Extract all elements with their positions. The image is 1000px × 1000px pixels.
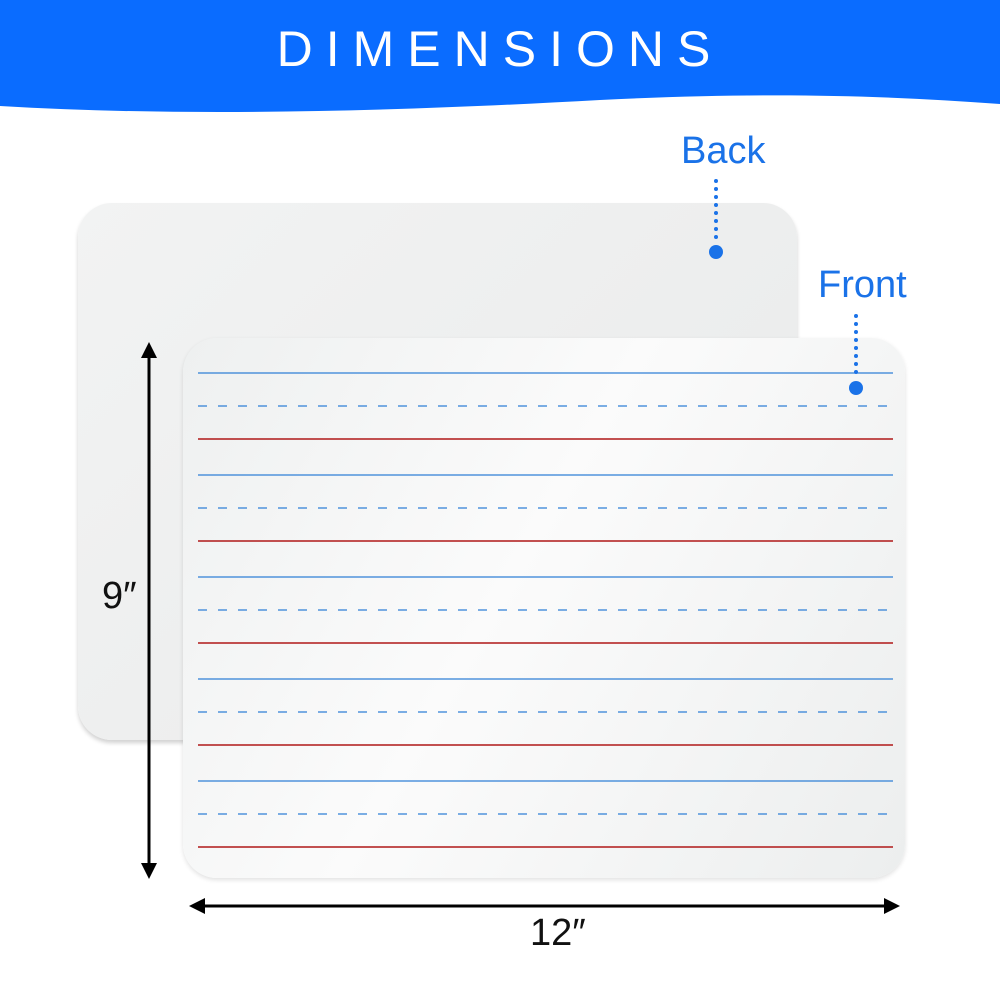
leader-dot — [854, 354, 858, 358]
leader-dot — [714, 203, 718, 207]
leader-dot — [854, 346, 858, 350]
width-label: 12″ — [530, 912, 586, 954]
leader-dot — [854, 314, 858, 318]
leader-dot — [854, 330, 858, 334]
front-label: Front — [818, 264, 907, 306]
leader-dot — [854, 338, 858, 342]
leader-dot — [714, 227, 718, 231]
height-arrow-up-icon — [141, 342, 157, 358]
leader-dot — [714, 187, 718, 191]
height-arrow-down-icon — [141, 863, 157, 879]
leader-dot — [854, 362, 858, 366]
back-label: Back — [681, 130, 766, 172]
leader-dot — [714, 195, 718, 199]
leader-dot — [854, 370, 858, 374]
width-arrow-right-icon — [884, 898, 900, 914]
leader-dot — [714, 235, 718, 239]
leader-dot — [854, 322, 858, 326]
width-arrow-left-icon — [189, 898, 205, 914]
front-pointer-dot — [849, 381, 863, 395]
header-banner — [0, 0, 1000, 113]
page-title: DIMENSIONS — [276, 21, 724, 77]
leader-dot — [714, 179, 718, 183]
height-label: 9″ — [102, 575, 137, 617]
leader-dot — [714, 219, 718, 223]
back-pointer-dot — [709, 245, 723, 259]
front-board — [183, 338, 905, 878]
leader-dot — [714, 211, 718, 215]
